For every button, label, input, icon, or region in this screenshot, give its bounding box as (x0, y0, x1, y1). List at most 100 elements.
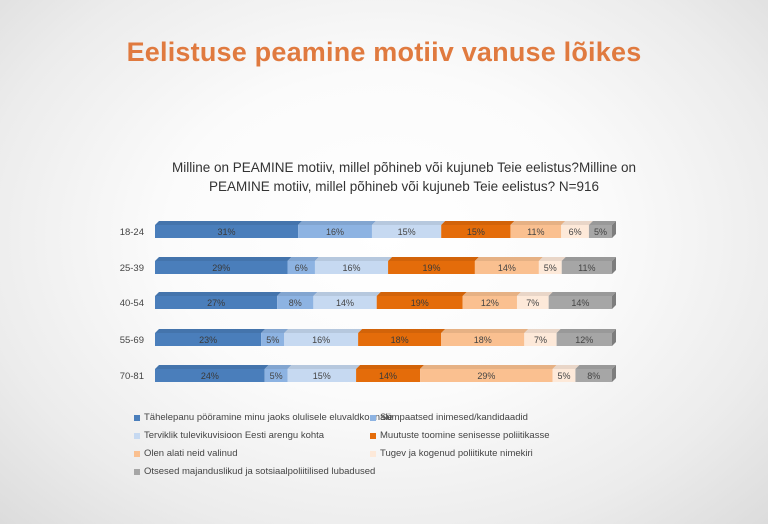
data-label-18-24-s6: 5% (594, 227, 607, 237)
bar-top-40-54-s4 (462, 292, 521, 296)
bar-top-70-81-s1 (264, 365, 292, 369)
bar-top-25-39-s4 (474, 257, 543, 261)
slide-title: Eelistuse peamine motiiv vanuse lõikes (126, 37, 642, 67)
bar-25-39-s3 (388, 261, 475, 274)
data-label-55-69-s6: 12% (575, 335, 593, 345)
bar-top-40-54-s2 (313, 292, 381, 296)
data-label-70-81-s1: 5% (270, 371, 283, 381)
bar-top-70-81-s4 (420, 365, 557, 369)
bar-40-54-s2 (313, 296, 377, 309)
bar-70-81-s5 (552, 369, 576, 382)
data-label-40-54-s2: 14% (336, 298, 354, 308)
data-label-70-81-s6: 8% (587, 371, 600, 381)
data-label-18-24-s0: 31% (218, 227, 236, 237)
bar-top-55-69-s1 (261, 329, 289, 333)
bar-top-70-81-s5 (552, 365, 580, 369)
bar-top-18-24-s6 (588, 221, 616, 225)
legend-swatch-s5 (370, 450, 376, 457)
data-label-70-81-s2: 15% (313, 371, 331, 381)
bar-25-39-s5 (538, 261, 562, 274)
bar-55-69-s5 (524, 333, 557, 346)
bar-top-18-24-s1 (298, 221, 376, 225)
bar-40-54-s6 (548, 296, 612, 309)
bar-top-70-81-s3 (356, 365, 425, 369)
bar-top-18-24-s3 (441, 221, 515, 225)
bar-55-69-s3 (358, 333, 442, 346)
data-label-40-54-s0: 27% (207, 298, 225, 308)
data-label-25-39-s5: 5% (544, 263, 557, 273)
data-label-70-81-s3: 14% (379, 371, 397, 381)
data-label-25-39-s3: 19% (422, 263, 440, 273)
bar-40-54-s4 (462, 296, 517, 309)
bar-top-25-39-s2 (314, 257, 393, 261)
bar-top-40-54-s5 (516, 292, 553, 296)
legend-swatch-s0 (134, 414, 140, 421)
data-label-70-81-s4: 29% (477, 371, 495, 381)
data-label-18-24-s4: 11% (527, 227, 544, 237)
bar-side-70-81 (612, 365, 616, 382)
bar-top-25-39-s5 (538, 257, 566, 261)
legend-item-s0: Tähelepanu pööramine minu jaoks olulisel… (134, 412, 393, 423)
legend-item-s1: Sümpaatsed inimesed/kandidaadid (370, 412, 614, 423)
bar-side-55-69 (612, 329, 616, 346)
chart-title: Milline on PEAMINE motiiv, millel põhine… (172, 160, 636, 194)
data-label-18-24-s1: 16% (326, 227, 344, 237)
bar-40-54-s3 (376, 296, 463, 309)
data-label-25-39-s1: 6% (295, 263, 308, 273)
bar-25-39-s1 (287, 261, 315, 274)
bar-18-24-s6 (588, 225, 612, 238)
bar-25-39-s4 (474, 261, 539, 274)
legend-item-s5: Tugev ja kogenud poliitikute nimekiri (370, 448, 614, 459)
data-label-55-69-s4: 18% (474, 335, 492, 345)
bar-18-24-s1 (298, 225, 372, 238)
data-label-25-39-s0: 29% (212, 263, 230, 273)
legend-item-s2: Terviklik tulevikuvisioon Eesti arengu k… (134, 430, 370, 441)
category-label-40-54: 40-54 (120, 298, 144, 309)
data-label-25-39-s4: 14% (498, 263, 516, 273)
bar-25-39-s2 (314, 261, 389, 274)
bar-55-69-s6 (556, 333, 612, 346)
data-label-55-69-s0: 23% (199, 335, 217, 345)
category-label-18-24: 18-24 (120, 227, 144, 238)
bar-40-54-s5 (516, 296, 549, 309)
data-label-55-69-s2: 16% (312, 335, 330, 345)
bar-top-25-39-s1 (287, 257, 319, 261)
legend-label-s2: Terviklik tulevikuvisioon Eesti arengu k… (144, 430, 325, 441)
legend-swatch-s6 (134, 468, 140, 475)
legend-swatch-s1 (370, 414, 376, 421)
bar-70-81-s1 (264, 369, 288, 382)
legend-label-s3: Muutuste toomine senisesse poliitikasse (380, 430, 550, 441)
bar-70-81-s0 (155, 369, 265, 382)
bar-top-55-69-s3 (358, 329, 446, 333)
bar-top-25-39-s0 (155, 257, 292, 261)
bar-side-18-24 (612, 221, 616, 238)
bar-40-54-s0 (155, 296, 278, 309)
data-label-55-69-s5: 7% (534, 335, 547, 345)
data-label-70-81-s0: 24% (201, 371, 219, 381)
category-label-25-39: 25-39 (120, 263, 144, 274)
legend-label-s5: Tugev ja kogenud poliitikute nimekiri (380, 448, 533, 459)
legend-item-s6: Otsesed majanduslikud ja sotsiaalpoliiti… (134, 466, 375, 477)
bar-18-24-s4 (510, 225, 562, 238)
bar-18-24-s0 (155, 225, 299, 238)
bar-top-25-39-s6 (561, 257, 616, 261)
legend-swatch-s4 (134, 450, 140, 457)
bar-top-40-54-s1 (277, 292, 318, 296)
bar-70-81-s6 (575, 369, 612, 382)
bar-55-69-s0 (155, 333, 262, 346)
bar-top-40-54-s3 (376, 292, 467, 296)
data-label-55-69-s3: 18% (391, 335, 409, 345)
bar-70-81-s2 (287, 369, 357, 382)
legend-item-s3: Muutuste toomine senisesse poliitikasse (370, 430, 614, 441)
data-label-70-81-s5: 5% (558, 371, 571, 381)
chart-legend: Tähelepanu pööramine minu jaoks olulisel… (134, 412, 614, 477)
bar-top-55-69-s2 (284, 329, 363, 333)
bar-18-24-s2 (371, 225, 442, 238)
bar-top-18-24-s0 (155, 221, 303, 225)
bar-top-55-69-s4 (441, 329, 529, 333)
bar-25-39-s6 (561, 261, 612, 274)
bar-top-55-69-s0 (155, 329, 266, 333)
data-label-40-54-s1: 8% (289, 298, 302, 308)
bar-40-54-s1 (277, 296, 314, 309)
